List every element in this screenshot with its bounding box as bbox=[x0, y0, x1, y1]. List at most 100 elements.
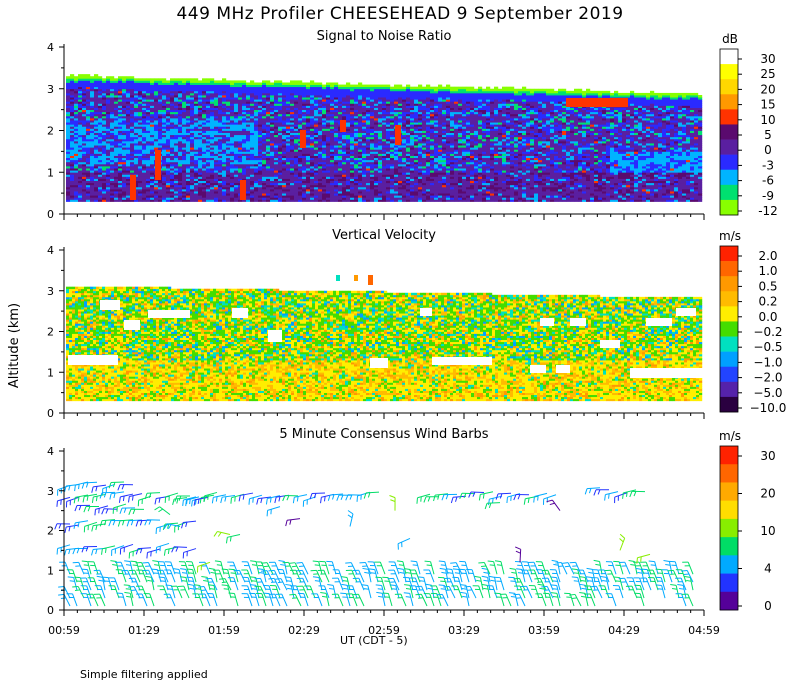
wind-barb-flag bbox=[231, 498, 232, 504]
x-tick-label: 01:59 bbox=[208, 624, 240, 637]
wind-barb-flag bbox=[588, 572, 593, 573]
wind-barb-flag bbox=[55, 524, 57, 530]
wind-barb-flag bbox=[453, 566, 458, 567]
wind-barb-flag bbox=[679, 588, 684, 589]
wind-barb bbox=[102, 509, 117, 515]
wind-barb-staff bbox=[358, 594, 364, 606]
velocity-gap bbox=[570, 318, 586, 326]
wind-barb-staff bbox=[470, 586, 476, 598]
wind-barb bbox=[192, 594, 203, 606]
velocity-gap bbox=[556, 365, 570, 373]
snr-colorbar-swatch bbox=[720, 64, 738, 79]
wind-barb-staff bbox=[287, 519, 300, 521]
wind-barb-flag bbox=[222, 585, 228, 586]
wind-barb-flag bbox=[189, 588, 194, 589]
velocity-colorbar-label: 0.5 bbox=[758, 279, 777, 293]
wind-barb-flag bbox=[343, 588, 348, 589]
wind-barb-staff bbox=[544, 495, 556, 499]
wind-barb bbox=[587, 568, 595, 582]
wind-barb-flag bbox=[534, 497, 535, 503]
wind-barb-flag bbox=[404, 585, 410, 586]
snr-colorbar-swatch bbox=[720, 109, 738, 124]
wind-barb bbox=[267, 507, 280, 517]
wind-barb-staff bbox=[570, 594, 574, 606]
wind-colorbar-label: 10 bbox=[760, 524, 775, 538]
wind-barb-flag bbox=[439, 561, 445, 562]
wind-barb-flag bbox=[551, 593, 557, 594]
wind-barb-flag bbox=[58, 594, 64, 595]
wind-barb-staff bbox=[456, 563, 462, 575]
wind-barb-flag bbox=[363, 568, 369, 569]
snr-colorbar-label: 5 bbox=[764, 128, 772, 142]
wind-barb-flag bbox=[510, 568, 516, 569]
wind-barb-flag bbox=[278, 561, 284, 562]
snr-colorbar-swatch bbox=[720, 155, 738, 170]
wind-barb-flag bbox=[399, 572, 404, 573]
velocity-gap bbox=[540, 318, 554, 326]
wind-barb-flag bbox=[280, 565, 285, 566]
wind-barb-flag bbox=[623, 493, 624, 499]
wind-barb-staff bbox=[495, 577, 497, 590]
wind-barb-flag bbox=[426, 584, 432, 585]
wind-barb-flag bbox=[629, 560, 635, 561]
wind-barb-flag bbox=[287, 496, 289, 501]
wind-barb bbox=[424, 497, 439, 503]
wind-barb-staff bbox=[558, 561, 560, 574]
wind-barb-flag bbox=[252, 589, 257, 590]
wind-colorbar-swatch bbox=[720, 519, 738, 538]
x-tick-label: 04:29 bbox=[608, 624, 640, 637]
wind-barb-flag bbox=[427, 588, 432, 589]
wind-barb-flag bbox=[602, 580, 607, 581]
wind-barb-flag bbox=[159, 577, 165, 578]
wind-barb-flag bbox=[378, 589, 383, 590]
wind-barb-flag bbox=[399, 565, 404, 566]
wind-barb bbox=[627, 578, 637, 590]
wind-barb-flag bbox=[341, 577, 347, 578]
wind-barb bbox=[183, 549, 196, 559]
wind-barb-staff bbox=[268, 507, 280, 511]
wind-barb-flag bbox=[187, 569, 193, 570]
wind-colorbar-label: 20 bbox=[760, 487, 775, 501]
wind-barb bbox=[144, 594, 154, 606]
wind-barb-staff bbox=[164, 562, 168, 574]
wind-barb-flag bbox=[84, 507, 86, 513]
wind-barb-staff bbox=[93, 485, 106, 487]
wind-barb-flag bbox=[637, 558, 638, 564]
wind-barb-flag bbox=[656, 569, 662, 570]
wind-barb bbox=[485, 503, 500, 509]
wind-barb-flag bbox=[155, 498, 156, 504]
velocity-y-tick-label: 3 bbox=[47, 285, 54, 298]
wind-barb-flag bbox=[651, 565, 656, 566]
wind-barb-flag bbox=[201, 590, 206, 591]
wind-barb bbox=[403, 577, 413, 590]
velocity-colorbar-label: 0.2 bbox=[758, 295, 777, 309]
wind-barb-staff bbox=[276, 586, 280, 598]
wind-barb-flag bbox=[228, 593, 234, 594]
wind-barb-flag bbox=[341, 584, 347, 585]
velocity-colorbar-swatch bbox=[720, 352, 738, 367]
wind-barb-flag bbox=[113, 521, 115, 526]
wind-barb-flag bbox=[183, 500, 184, 506]
wind-barb-flag bbox=[376, 592, 382, 593]
wind-barb bbox=[464, 586, 476, 598]
wind-barb-flag bbox=[229, 569, 235, 570]
wind-barb-flag bbox=[492, 498, 493, 503]
wind-barb bbox=[348, 511, 353, 527]
wind-barb-flag bbox=[364, 589, 369, 590]
wind-barb-flag bbox=[187, 577, 193, 578]
wind-barb bbox=[547, 500, 560, 511]
wind-barb bbox=[599, 586, 609, 598]
wind-barb bbox=[676, 570, 686, 583]
wind-barb-flag bbox=[462, 589, 467, 590]
snr-colorbar-label: -3 bbox=[762, 158, 774, 172]
wind-barb-flag bbox=[538, 584, 544, 585]
wind-barb-staff bbox=[612, 562, 616, 574]
velocity-gap bbox=[124, 320, 140, 330]
wind-barb-staff bbox=[73, 594, 77, 606]
wind-barb-flag bbox=[133, 509, 135, 514]
wind-barb-flag bbox=[630, 491, 632, 497]
wind-barb bbox=[529, 585, 539, 598]
wind-barb-flag bbox=[110, 494, 111, 500]
wind-barb bbox=[200, 495, 214, 503]
wind-barb-flag bbox=[534, 578, 540, 579]
